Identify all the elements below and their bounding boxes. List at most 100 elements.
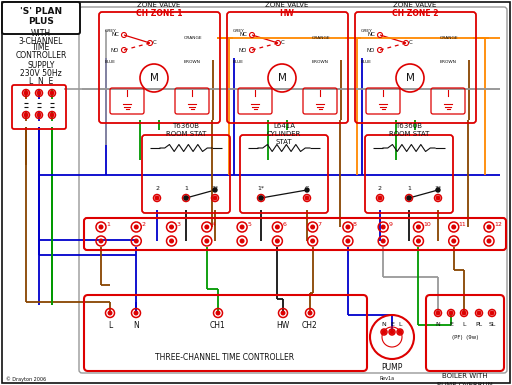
Text: GREY: GREY xyxy=(233,29,245,33)
Circle shape xyxy=(487,225,491,229)
Text: BROWN: BROWN xyxy=(184,60,201,64)
Text: 2: 2 xyxy=(141,223,145,228)
Text: NO: NO xyxy=(367,47,375,52)
Text: N: N xyxy=(436,321,440,326)
Text: PUMP: PUMP xyxy=(381,363,402,372)
Text: PUMP OVERRUN: PUMP OVERRUN xyxy=(437,382,493,385)
Text: 3-CHANNEL: 3-CHANNEL xyxy=(19,37,63,45)
Circle shape xyxy=(381,239,385,243)
Circle shape xyxy=(24,91,28,95)
Text: WITH: WITH xyxy=(31,30,51,38)
Text: T6360B: T6360B xyxy=(395,123,422,129)
Circle shape xyxy=(135,225,138,229)
Circle shape xyxy=(213,188,217,192)
Circle shape xyxy=(449,311,453,315)
Text: Rev1a: Rev1a xyxy=(380,377,395,382)
Circle shape xyxy=(99,239,103,243)
Circle shape xyxy=(134,311,138,315)
Text: GREY: GREY xyxy=(361,29,373,33)
Circle shape xyxy=(205,239,208,243)
Text: L641A: L641A xyxy=(273,123,295,129)
Circle shape xyxy=(50,113,54,117)
Text: PL: PL xyxy=(476,321,483,326)
Circle shape xyxy=(490,311,494,315)
Text: N: N xyxy=(381,321,387,326)
Text: 230V 50Hz: 230V 50Hz xyxy=(20,69,62,77)
Text: ZONE VALVE: ZONE VALVE xyxy=(265,2,309,8)
Text: ROOM STAT: ROOM STAT xyxy=(389,131,429,137)
Circle shape xyxy=(108,311,112,315)
Circle shape xyxy=(24,113,28,117)
Circle shape xyxy=(170,225,174,229)
Circle shape xyxy=(436,188,440,192)
Circle shape xyxy=(407,196,411,200)
Circle shape xyxy=(346,239,350,243)
Circle shape xyxy=(308,311,312,315)
Circle shape xyxy=(417,239,420,243)
Text: 1: 1 xyxy=(184,186,188,191)
Circle shape xyxy=(462,311,466,315)
Text: SUPPLY: SUPPLY xyxy=(27,62,55,70)
Text: 3*: 3* xyxy=(435,186,441,191)
Text: 1*: 1* xyxy=(258,186,265,191)
Text: 8: 8 xyxy=(353,223,357,228)
Text: CYLINDER: CYLINDER xyxy=(267,131,301,137)
Text: STAT: STAT xyxy=(275,139,292,145)
Text: 6: 6 xyxy=(282,223,286,228)
Text: 5: 5 xyxy=(247,223,251,228)
Circle shape xyxy=(311,239,314,243)
Text: 3*: 3* xyxy=(211,186,219,191)
Text: E: E xyxy=(449,321,453,326)
Text: T6360B: T6360B xyxy=(173,123,200,129)
Text: CH1: CH1 xyxy=(210,320,226,330)
Text: 9: 9 xyxy=(388,223,392,228)
Text: ROOM STAT: ROOM STAT xyxy=(166,131,206,137)
Circle shape xyxy=(487,239,491,243)
Text: C: C xyxy=(281,40,285,45)
Text: L: L xyxy=(108,320,112,330)
Text: TIME: TIME xyxy=(32,44,50,52)
Circle shape xyxy=(240,239,244,243)
Text: ZONE VALVE: ZONE VALVE xyxy=(137,2,181,8)
Text: BLUE: BLUE xyxy=(105,60,116,64)
Text: M: M xyxy=(406,73,414,83)
Text: L: L xyxy=(398,321,402,326)
Text: PLUS: PLUS xyxy=(28,17,54,25)
Circle shape xyxy=(381,225,385,229)
Circle shape xyxy=(436,311,440,315)
Circle shape xyxy=(436,196,440,200)
Text: NC: NC xyxy=(239,32,247,37)
Text: M: M xyxy=(150,73,158,83)
Circle shape xyxy=(305,188,309,192)
Circle shape xyxy=(184,196,188,200)
Text: M: M xyxy=(278,73,286,83)
Circle shape xyxy=(170,239,174,243)
Circle shape xyxy=(407,196,411,200)
Text: 1: 1 xyxy=(106,223,110,228)
Text: L  N  E: L N E xyxy=(29,77,53,87)
Circle shape xyxy=(275,239,279,243)
Circle shape xyxy=(275,225,279,229)
Text: ORANGE: ORANGE xyxy=(312,36,331,40)
Circle shape xyxy=(346,225,350,229)
Text: NC: NC xyxy=(111,32,119,37)
Circle shape xyxy=(311,225,314,229)
Text: ORANGE: ORANGE xyxy=(184,36,203,40)
Text: THREE-CHANNEL TIME CONTROLLER: THREE-CHANNEL TIME CONTROLLER xyxy=(156,353,294,362)
Circle shape xyxy=(50,91,54,95)
Circle shape xyxy=(135,239,138,243)
Circle shape xyxy=(281,311,285,315)
Text: (PF)  (9w): (PF) (9w) xyxy=(452,335,478,340)
Text: L: L xyxy=(462,321,466,326)
Circle shape xyxy=(240,225,244,229)
Text: NC: NC xyxy=(367,32,375,37)
Text: BLUE: BLUE xyxy=(361,60,372,64)
Text: GREY: GREY xyxy=(105,29,117,33)
Circle shape xyxy=(452,225,456,229)
Circle shape xyxy=(382,330,386,334)
Circle shape xyxy=(155,196,159,200)
Text: SL: SL xyxy=(488,321,496,326)
Text: NO: NO xyxy=(239,47,247,52)
Text: CH2: CH2 xyxy=(302,320,318,330)
Text: © Drayton 2006: © Drayton 2006 xyxy=(6,376,46,382)
